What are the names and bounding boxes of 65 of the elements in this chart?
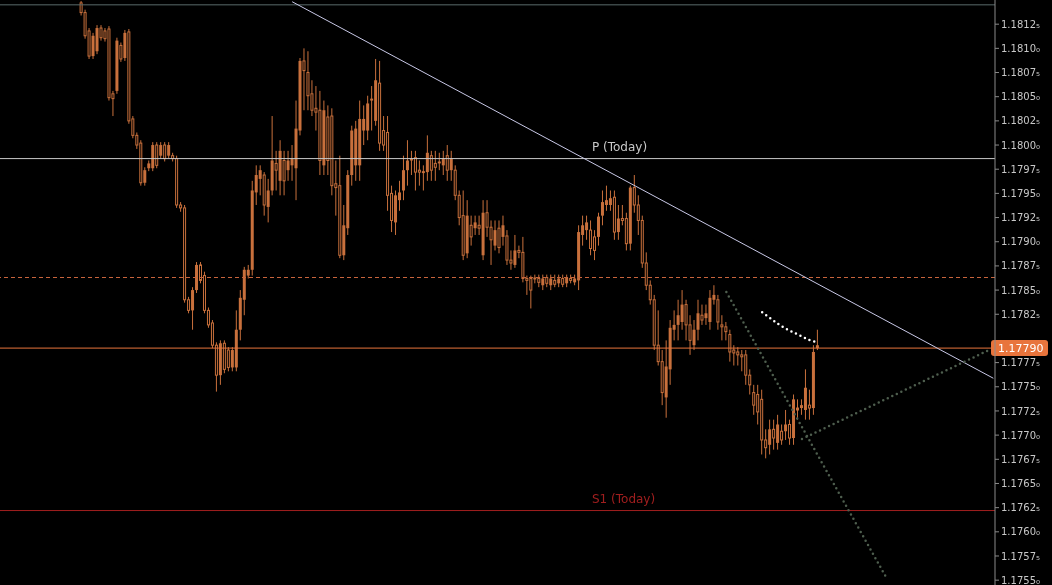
- candlestick: [401, 155, 405, 201]
- candlestick: [589, 219, 593, 256]
- y-tick-label: 1.1770₀: [1001, 429, 1040, 441]
- candlestick: [784, 409, 788, 441]
- candlestick: [409, 150, 413, 176]
- candlestick: [425, 134, 429, 182]
- candlestick: [736, 346, 740, 366]
- ref-line-label: S1 (Today): [592, 491, 656, 506]
- candlestick: [151, 141, 155, 172]
- y-tick-label: 1.1810₀: [1001, 42, 1040, 54]
- y-tick-label: 1.1765₀: [1001, 478, 1040, 490]
- y-tick-label: 1.1772₅: [1001, 405, 1040, 417]
- y-tick-label: 1.1762₅: [1001, 502, 1040, 514]
- candlestick: [600, 189, 604, 226]
- y-tick-label: 1.1795₀: [1001, 187, 1040, 199]
- candlestick: [744, 349, 748, 386]
- candlestick: [752, 384, 756, 416]
- candlestick: [274, 150, 278, 191]
- candlestick: [780, 423, 784, 446]
- y-tick-label: 1.1760₀: [1001, 526, 1040, 538]
- y-tick-label: 1.1787₅: [1001, 260, 1040, 272]
- candlestick: [680, 289, 684, 331]
- candlestick: [191, 286, 195, 331]
- y-tick-label: 1.1757₅: [1001, 550, 1040, 562]
- candlestick: [513, 234, 517, 269]
- candlestick: [441, 150, 445, 176]
- candlestick: [413, 150, 417, 191]
- candlestick: [155, 141, 159, 169]
- candlestick: [740, 349, 744, 372]
- candlestick: [163, 141, 167, 162]
- candlestick: [449, 150, 453, 182]
- candlestick: [433, 150, 437, 182]
- candlestick: [696, 299, 700, 341]
- candlestick: [417, 160, 421, 187]
- candlestick: [768, 419, 772, 455]
- candlestick: [700, 304, 704, 326]
- y-tick-label: 1.1777₅: [1001, 357, 1040, 369]
- candlestick: [282, 150, 286, 196]
- candlestick: [429, 150, 433, 182]
- y-tick-label: 1.1767₅: [1001, 453, 1040, 465]
- candlestick: [226, 346, 230, 372]
- y-tick-label: 1.1782₅: [1001, 308, 1040, 320]
- candlestick: [95, 24, 99, 55]
- candlestick: [604, 185, 608, 212]
- candlestick: [772, 419, 776, 451]
- ref-line-label: P (Today): [592, 139, 648, 154]
- y-tick-label: 1.1807₅: [1001, 67, 1040, 79]
- candlestick: [497, 219, 501, 254]
- y-tick-label: 1.1797₅: [1001, 163, 1040, 175]
- y-tick-label: 1.1800₀: [1001, 139, 1040, 151]
- y-tick-label: 1.1802₅: [1001, 115, 1040, 127]
- candlestick: [597, 212, 600, 247]
- candlestick: [405, 139, 409, 187]
- candlestick: [445, 144, 449, 182]
- y-tick-label: 1.1790₀: [1001, 236, 1040, 248]
- y-tick-label: 1.1805₀: [1001, 91, 1040, 103]
- y-tick-label: 1.1792₅: [1001, 212, 1040, 224]
- ref-line-label: 1.17790: [998, 342, 1044, 356]
- y-tick-label: 1.1812₅: [1001, 18, 1040, 30]
- candlestick: [776, 414, 780, 451]
- candlestick: [473, 215, 477, 236]
- y-tick-label: 1.1775₀: [1001, 381, 1040, 393]
- candlestick: [493, 219, 497, 251]
- y-tick-label: 1.1755₀: [1001, 574, 1040, 585]
- y-tick-label: 1.1785₀: [1001, 284, 1040, 296]
